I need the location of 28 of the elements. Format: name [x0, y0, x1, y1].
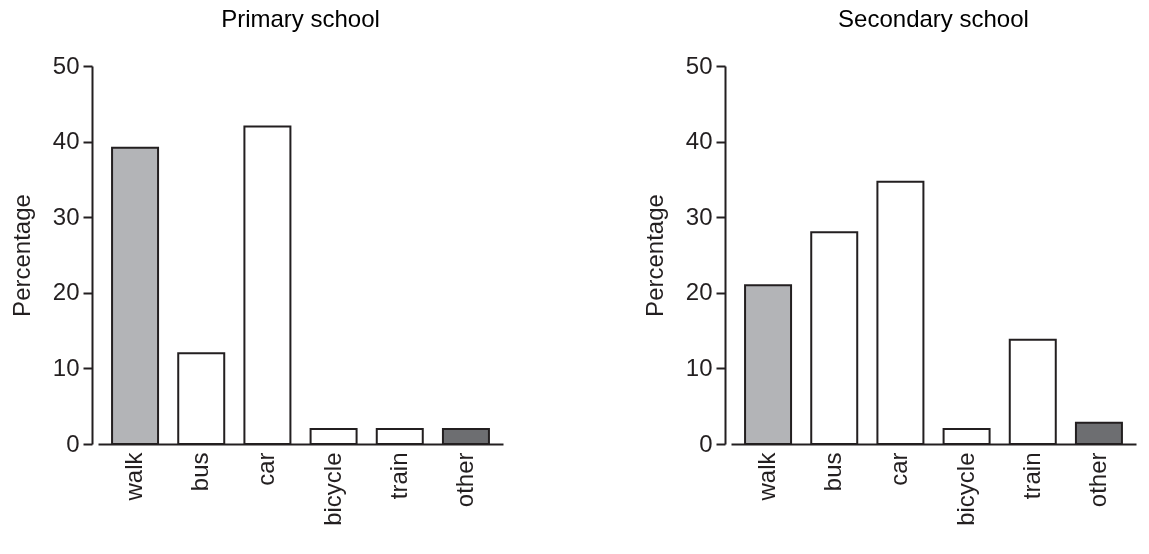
x-tick-label: bus	[819, 452, 847, 492]
y-axis-title: Percentage	[640, 194, 668, 317]
y-tick-label: 40	[685, 127, 713, 155]
x-tick-label: train	[384, 452, 412, 500]
x-tick-label: walk	[753, 451, 781, 502]
y-tick-label: 30	[685, 202, 713, 230]
x-tick-label: car	[885, 452, 913, 486]
x-tick-label: bicycle	[318, 452, 346, 526]
y-tick-label: 50	[685, 51, 713, 79]
x-tick-label: bus	[186, 452, 214, 492]
y-tick-label: 10	[685, 353, 713, 381]
y-tick-label: 20	[685, 278, 713, 306]
x-tick-label: other	[450, 452, 478, 508]
y-tick-label: 0	[66, 429, 80, 457]
y-tick-label: 10	[52, 353, 80, 381]
x-tick-label: train	[1017, 452, 1045, 500]
y-tick-label: 20	[52, 278, 80, 306]
y-axis-title: Percentage	[7, 194, 35, 317]
x-tick-label: walk	[120, 451, 148, 502]
x-tick-label: other	[1083, 452, 1111, 508]
y-tick-label: 40	[52, 127, 80, 155]
y-tick-label: 50	[52, 51, 80, 79]
chart-title: Primary school	[221, 5, 380, 32]
chart-title: Secondary school	[838, 5, 1029, 32]
x-tick-label: car	[252, 452, 280, 486]
y-tick-label: 0	[699, 429, 713, 457]
x-tick-label: bicycle	[951, 452, 979, 526]
y-tick-label: 30	[52, 202, 80, 230]
